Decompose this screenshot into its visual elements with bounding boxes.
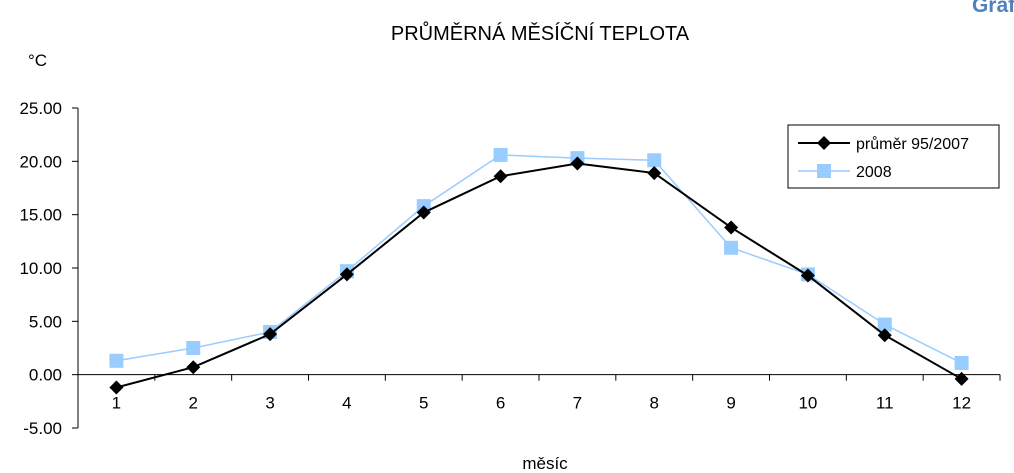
- series-line: [116, 154, 962, 364]
- x-tick-label: 6: [496, 394, 505, 413]
- x-tick-label: 9: [726, 394, 735, 413]
- data-point: [493, 147, 508, 162]
- data-point: [724, 240, 739, 255]
- chart-number-label: Graf č. 1: [972, 0, 1014, 17]
- y-tick-label: 15.00: [19, 206, 62, 225]
- data-point: [109, 353, 124, 368]
- series-line: [116, 162, 963, 389]
- x-tick-label: 11: [876, 394, 894, 413]
- legend-box: [787, 124, 1000, 189]
- x-tick-label: 1: [112, 394, 121, 413]
- y-tick-label: 25.00: [19, 99, 62, 118]
- x-tick-label: 12: [952, 394, 971, 413]
- data-point: [647, 166, 662, 181]
- legend-marker: [817, 136, 831, 150]
- legend: průměr 95/2007 2008: [787, 124, 1000, 189]
- x-tick-label: 3: [265, 394, 274, 413]
- data-point: [647, 153, 662, 168]
- x-tick-label: 2: [189, 394, 198, 413]
- y-tick-label: 0.00: [29, 366, 62, 385]
- legend-marker: [817, 164, 831, 178]
- data-point: [186, 341, 201, 355]
- legend-label: 2008: [856, 164, 892, 181]
- y-tick-label: 5.00: [29, 312, 62, 331]
- data-point: [877, 317, 892, 332]
- y-tick-label: 10.00: [19, 259, 62, 278]
- data-point: [724, 220, 739, 235]
- data-point: [954, 355, 969, 370]
- chart-title: PRŮMĚRNÁ MĚSÍČNÍ TEPLOTA: [391, 21, 690, 45]
- data-point: [263, 327, 278, 342]
- data-point: [186, 360, 201, 375]
- data-point: [493, 169, 508, 184]
- data-point: [954, 371, 969, 386]
- y-axis-label: °C: [28, 51, 47, 70]
- x-tick-label: 8: [650, 394, 659, 413]
- x-tick-label: 5: [419, 394, 428, 413]
- legend-label: průměr 95/2007: [856, 135, 969, 153]
- x-tick-label: 10: [798, 394, 817, 413]
- x-tick-label: 7: [573, 394, 582, 413]
- y-tick-label: 20.00: [19, 152, 62, 171]
- data-point: [800, 268, 815, 283]
- data-point: [570, 156, 585, 171]
- data-point: [877, 328, 892, 343]
- x-tick-label: 4: [342, 394, 351, 413]
- data-point: [416, 205, 431, 220]
- data-point: [339, 267, 354, 282]
- series-0: [109, 156, 969, 395]
- data-point: [109, 380, 124, 395]
- y-tick-label: -5.00: [23, 419, 62, 438]
- x-axis-label: měsíc: [522, 454, 568, 473]
- series-layer: [109, 147, 969, 395]
